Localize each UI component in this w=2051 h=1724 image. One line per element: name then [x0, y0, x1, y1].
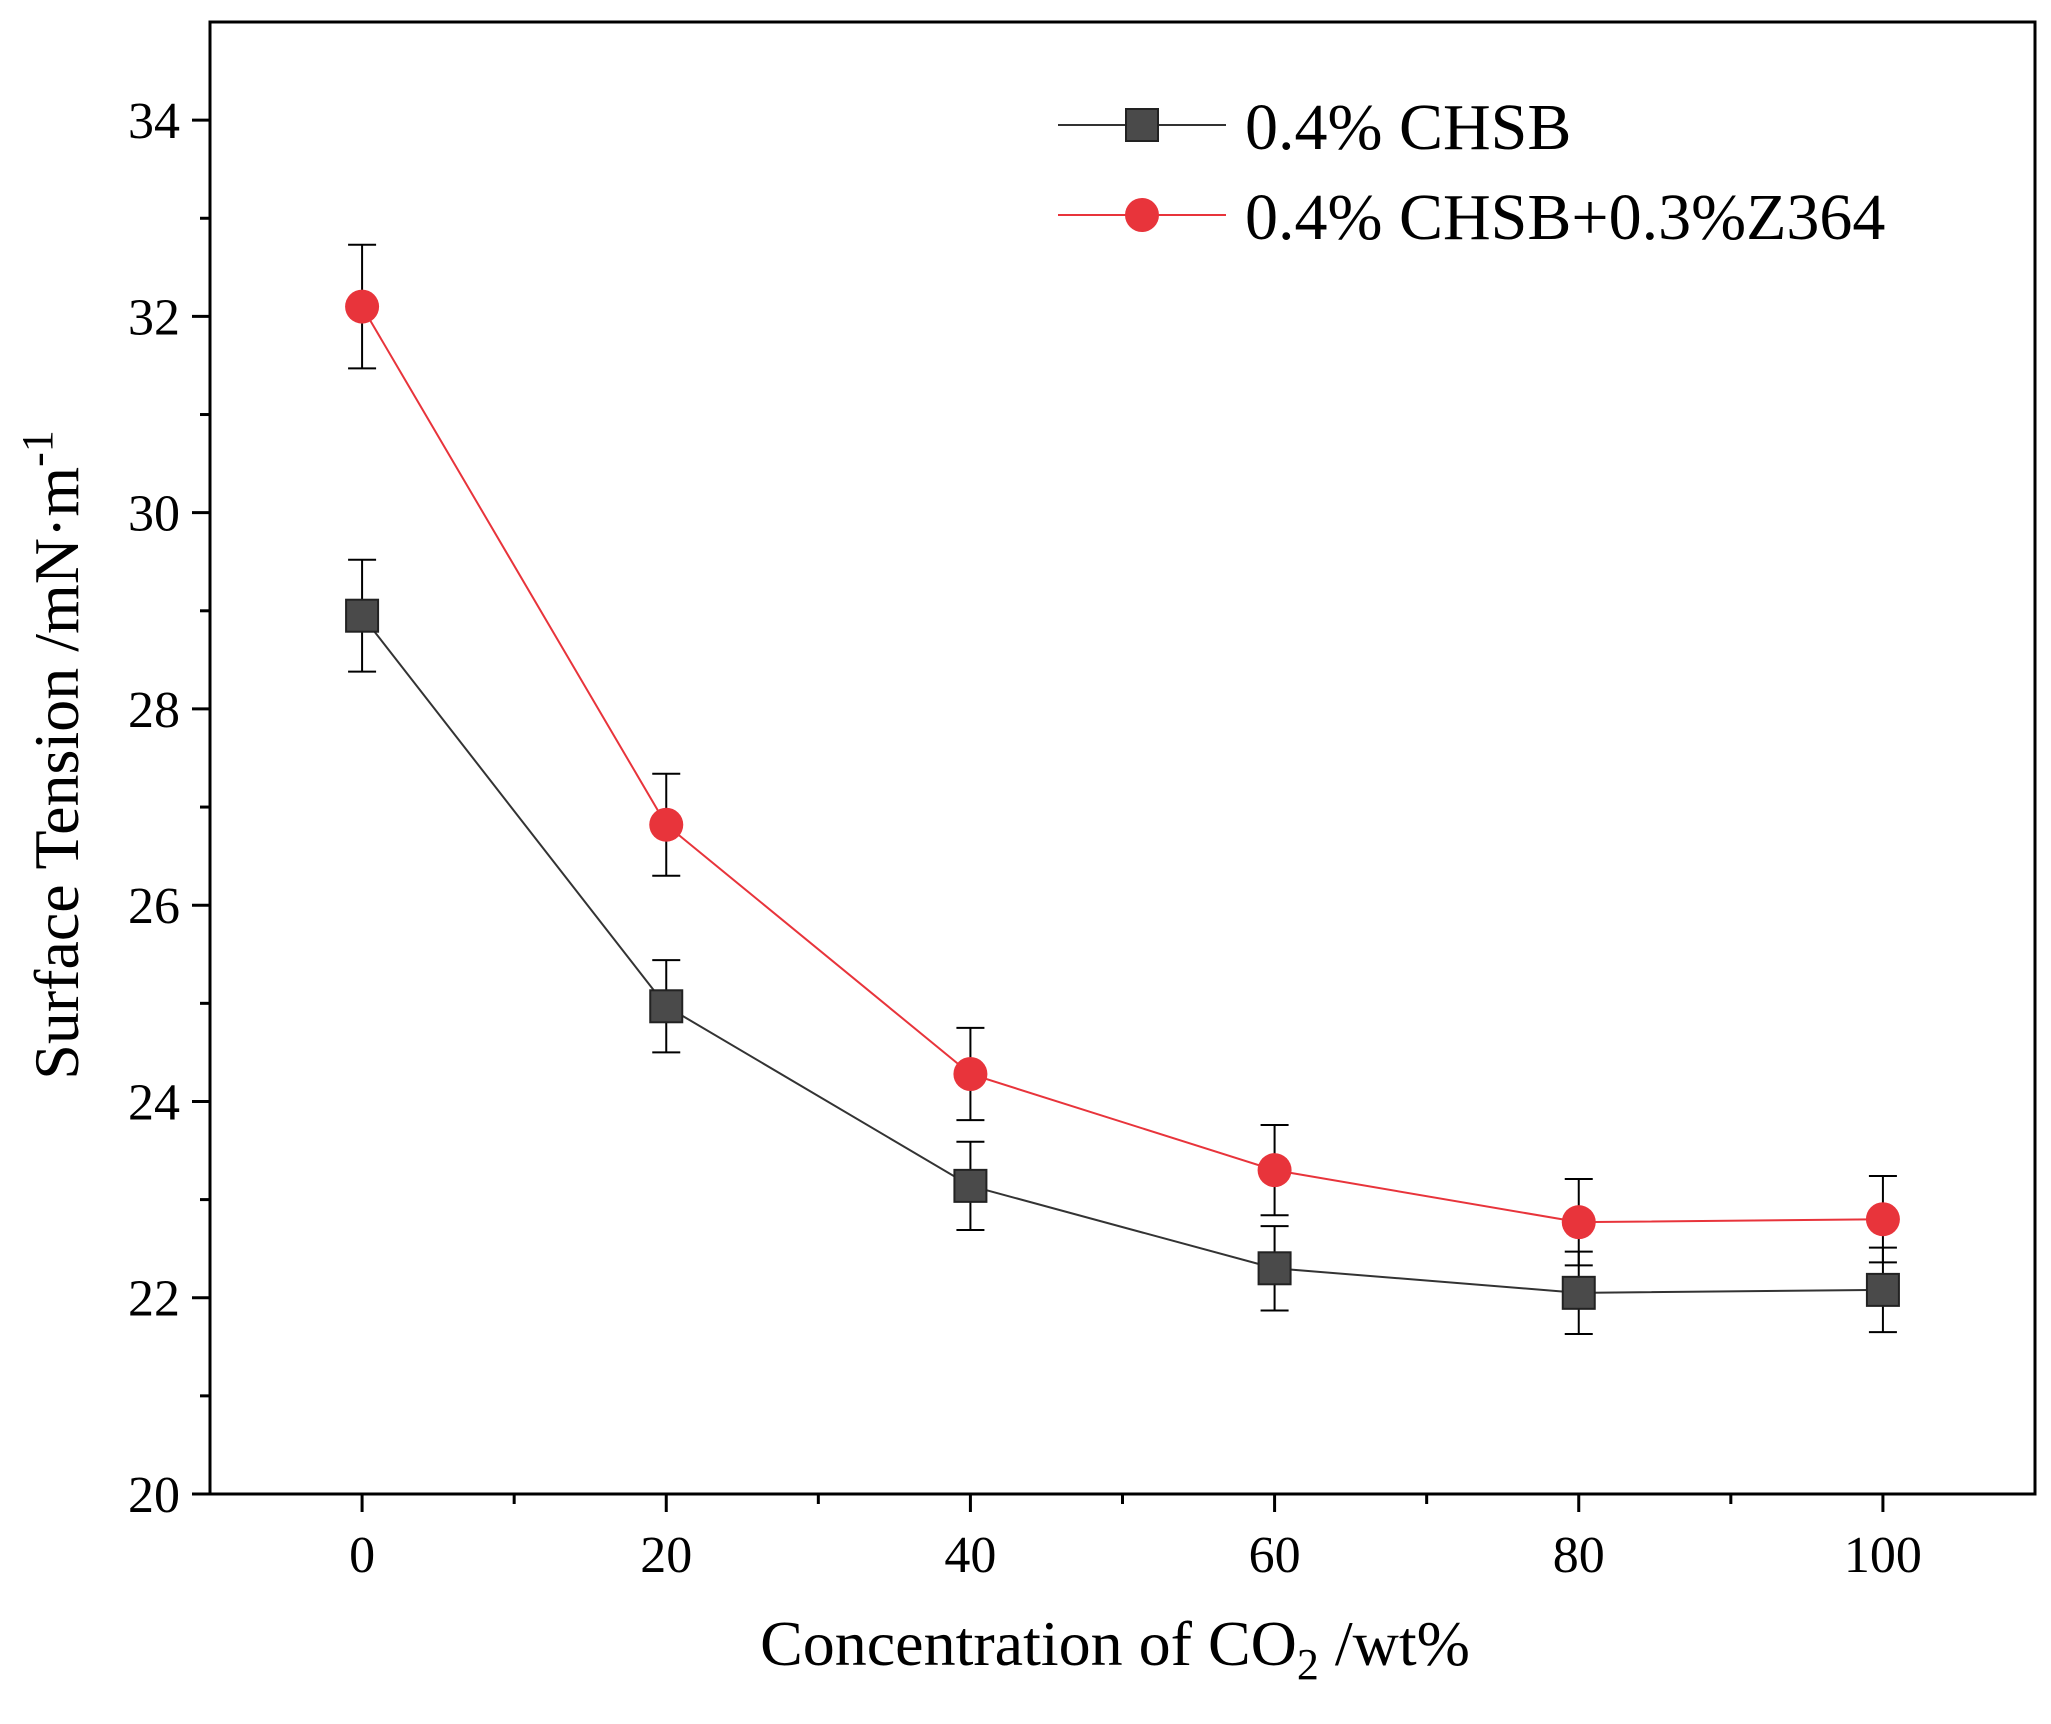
legend-item-2: 0.4% CHSB+0.3%Z364 — [1058, 181, 1885, 254]
y-tick-label: 22 — [128, 1271, 180, 1328]
y-axis-title-main: Surface Tension /mN·m — [21, 467, 92, 1080]
data-point-circle — [1257, 1153, 1292, 1188]
x-tick-label: 20 — [640, 1527, 692, 1584]
legend-marker-circle — [1125, 198, 1159, 232]
x-axis-title-subscript: 2 — [1297, 1640, 1319, 1689]
legend-label: 0.4% CHSB+0.3%Z364 — [1245, 181, 1885, 254]
data-point-circle — [649, 807, 684, 842]
data-point-square — [345, 598, 380, 633]
y-axis-title: Surface Tension /mN·m-1 — [13, 430, 92, 1080]
x-axis-title: Concentration of CO2 /wt% — [760, 1608, 1470, 1689]
y-tick-label: 28 — [128, 682, 180, 739]
series-line — [361, 306, 1883, 1224]
x-tick-label: 60 — [1249, 1527, 1301, 1584]
x-tick-label: 40 — [944, 1527, 996, 1584]
y-tick-label: 30 — [128, 486, 180, 543]
y-tick-label: 24 — [128, 1074, 180, 1131]
data-point-square — [1257, 1251, 1292, 1286]
legend-item-1: 0.4% CHSB — [1058, 91, 1571, 164]
data-point-circle — [345, 289, 380, 324]
x-tick-label: 100 — [1844, 1527, 1922, 1584]
x-axis-title-main: Concentration of CO — [760, 1608, 1297, 1679]
data-point-square — [1561, 1275, 1596, 1310]
data-point-circle — [953, 1056, 988, 1091]
legend-marker-square — [1125, 108, 1159, 142]
x-tick-label: 80 — [1553, 1527, 1605, 1584]
data-point-circle — [1865, 1202, 1900, 1237]
legend-label: 0.4% CHSB — [1245, 91, 1571, 164]
x-axis-title-rest: /wt% — [1319, 1608, 1470, 1679]
data-point-square — [649, 989, 684, 1024]
series-2 — [345, 243, 1900, 1267]
series-layer — [345, 243, 1900, 1336]
axes-layer: 0 20 40 60 80 100 20 22 24 26 28 30 32 34 — [128, 20, 2037, 1584]
x-tick-label: 0 — [349, 1527, 375, 1584]
y-tick-label: 20 — [128, 1467, 180, 1524]
data-point-square — [1865, 1272, 1900, 1307]
data-point-circle — [1561, 1205, 1596, 1240]
y-axis-title-superscript: -1 — [13, 430, 62, 467]
series-line — [361, 615, 1883, 1294]
legend: 0.4% CHSB 0.4% CHSB+0.3%Z364 — [1058, 91, 1885, 254]
series-1 — [345, 558, 1900, 1336]
y-tick-label: 34 — [128, 93, 180, 150]
y-tick-label: 32 — [128, 289, 180, 346]
data-point-square — [953, 1168, 988, 1203]
y-tick-label: 26 — [128, 878, 180, 935]
